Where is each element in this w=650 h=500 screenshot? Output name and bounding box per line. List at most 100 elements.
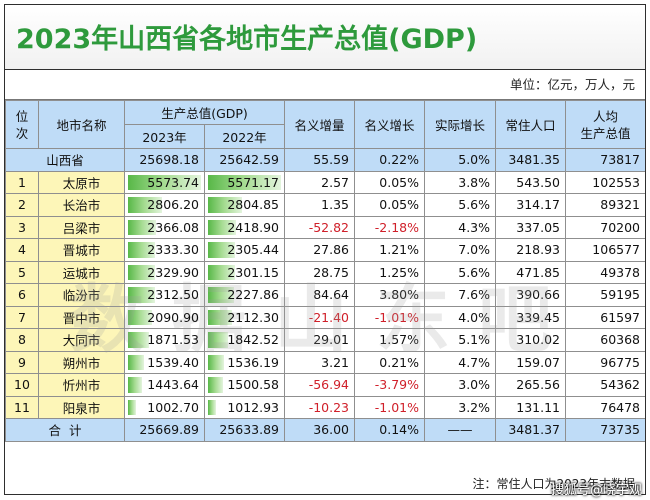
- gdp2023-cell: 2090.90: [124, 305, 205, 329]
- total-per-capita: 73735: [565, 418, 645, 442]
- header-rank: 位次: [5, 100, 39, 149]
- nominal-cell: 0.21%: [354, 350, 426, 374]
- gdp2023-cell: 2806.20: [124, 193, 205, 217]
- city-cell: 晋中市: [38, 305, 125, 329]
- nominal-cell: 0.05%: [354, 170, 426, 194]
- city-cell: 忻州市: [38, 373, 125, 397]
- gdp2022-data-bar: [208, 309, 232, 325]
- table-row: 2 长治市 2806.20 2804.85 1.35 0.05% 5.6% 314.17 893…: [5, 193, 645, 217]
- nominal-cell: 1.25%: [354, 260, 426, 284]
- per-capita-cell: 70200: [565, 215, 645, 239]
- pop-cell: 131.11: [495, 395, 567, 419]
- gdp2022-cell: 2305.44: [203, 238, 286, 262]
- gdp2023-value: 1443.64: [147, 377, 199, 393]
- table-row: 6 临汾市 2312.50 2227.86 84.64 3.80% 7.6% 390.66 59…: [5, 283, 645, 307]
- city-cell: 朔州市: [38, 350, 125, 374]
- gdp2022-data-bar: [208, 264, 235, 280]
- gdp2023-data-bar: [128, 399, 137, 415]
- table-row: 11 阳泉市 1002.70 1012.93 -10.23 -1.01% 3.2% 131.1…: [5, 395, 645, 419]
- real-cell: 4.3%: [424, 215, 497, 239]
- source-credit: 搜狐号@晓宇观: [550, 483, 642, 498]
- increase-cell: 2.57: [284, 170, 356, 194]
- gdp2023-data-bar: [128, 264, 156, 280]
- gdp2022-cell: 2418.90: [203, 215, 286, 239]
- table-row: 9 朔州市 1539.40 1536.19 3.21 0.21% 4.7% 159.07 967…: [5, 350, 645, 374]
- per-capita-cell: 54362: [565, 373, 645, 397]
- nominal-cell: 1.21%: [354, 238, 426, 262]
- header-city: 地市名称: [38, 100, 125, 149]
- total-nominal: 0.14%: [354, 418, 426, 442]
- gdp2022-data-bar: [208, 399, 217, 415]
- province-pop: 3481.35: [495, 148, 567, 172]
- header-gdp-group: 生产总值(GDP): [123, 100, 286, 125]
- gdp2023-data-bar: [128, 332, 149, 348]
- per-capita-cell: 59195: [565, 283, 645, 307]
- unit-label: 单位：亿元，万人，元: [5, 70, 645, 100]
- pop-cell: 265.56: [495, 373, 567, 397]
- real-cell: 7.6%: [424, 283, 497, 307]
- increase-cell: 84.64: [284, 283, 356, 307]
- header-nominal-increase: 名义增量: [284, 100, 356, 149]
- real-cell: 3.8%: [424, 170, 497, 194]
- table-row: 10 忻州市 1443.64 1500.58 -56.94 -3.79% 3.0% 265.5…: [5, 373, 645, 397]
- nominal-cell: -3.79%: [354, 373, 426, 397]
- province-gdp2022: 25642.59: [203, 148, 286, 172]
- gdp2022-value: 2804.85: [227, 197, 280, 213]
- gdp2023-value: 2806.20: [147, 197, 199, 213]
- gdp2023-cell: 1871.53: [124, 328, 205, 352]
- gdp-table: 位次 地市名称 生产总值(GDP) 名义增量 名义增长 实际增长 常住人口 人均…: [5, 100, 645, 442]
- page-title: 2023年山西省各地市生产总值(GDP): [5, 5, 645, 70]
- gdp2023-cell: 5573.74: [124, 170, 205, 194]
- nominal-cell: 1.57%: [354, 328, 426, 352]
- increase-cell: 1.35: [284, 193, 356, 217]
- gdp2023-data-bar: [128, 174, 201, 190]
- table-header: 位次 地市名称 生产总值(GDP) 名义增量 名义增长 实际增长 常住人口 人均…: [5, 100, 645, 149]
- gdp2023-data-bar: [128, 377, 143, 393]
- gdp2022-value: 1012.93: [227, 399, 280, 415]
- total-real: ——: [424, 418, 497, 442]
- real-cell: 5.6%: [424, 260, 497, 284]
- real-cell: 7.0%: [424, 238, 497, 262]
- increase-cell: -52.82: [284, 215, 356, 239]
- gdp2022-value: 1500.58: [227, 377, 280, 393]
- city-cell: 吕梁市: [38, 215, 125, 239]
- table-row: 5 运城市 2329.90 2301.15 28.75 1.25% 5.6% 471.85 49…: [5, 260, 645, 284]
- gdp2023-value: 2366.08: [147, 219, 199, 235]
- gdp2022-value: 1842.52: [227, 332, 280, 348]
- gdp2023-data-bar: [128, 242, 156, 258]
- footnote: 注：常住人口为2023年末数据: [472, 477, 635, 491]
- table-body: 山西省 25698.18 25642.59 55.59 0.22% 5.0% 3…: [5, 148, 645, 419]
- real-cell: 3.0%: [424, 373, 497, 397]
- gdp2023-cell: 2329.90: [124, 260, 205, 284]
- rank-cell: 1: [5, 170, 39, 194]
- gdp2023-value: 2312.50: [147, 287, 199, 303]
- gdp2022-value: 2301.15: [227, 264, 280, 280]
- gdp2023-cell: 2366.08: [124, 215, 205, 239]
- real-cell: 4.7%: [424, 350, 497, 374]
- per-capita-cell: 89321: [565, 193, 645, 217]
- header-population: 常住人口: [495, 100, 567, 149]
- pop-cell: 390.66: [495, 283, 567, 307]
- header-2023: 2023年: [124, 124, 205, 149]
- rank-cell: 3: [5, 215, 39, 239]
- city-cell: 长治市: [38, 193, 125, 217]
- per-capita-cell: 49378: [565, 260, 645, 284]
- per-capita-cell: 96775: [565, 350, 645, 374]
- nominal-cell: -1.01%: [354, 305, 426, 329]
- city-cell: 大同市: [38, 328, 125, 352]
- gdp2022-cell: 2227.86: [203, 283, 286, 307]
- rank-cell: 8: [5, 328, 39, 352]
- rank-cell: 6: [5, 283, 39, 307]
- gdp2022-data-bar: [208, 174, 282, 190]
- gdp2022-value: 5571.17: [227, 174, 280, 190]
- header-real-growth: 实际增长: [424, 100, 497, 149]
- rank-cell: 9: [5, 350, 39, 374]
- province-nominal: 0.22%: [354, 148, 426, 172]
- gdp2022-value: 2418.90: [227, 219, 280, 235]
- header-nominal-growth: 名义增长: [354, 100, 426, 149]
- increase-cell: 3.21: [284, 350, 356, 374]
- gdp2022-cell: 1842.52: [203, 328, 286, 352]
- increase-cell: -56.94: [284, 373, 356, 397]
- gdp2023-value: 1002.70: [147, 399, 199, 415]
- province-gdp2023: 25698.18: [124, 148, 205, 172]
